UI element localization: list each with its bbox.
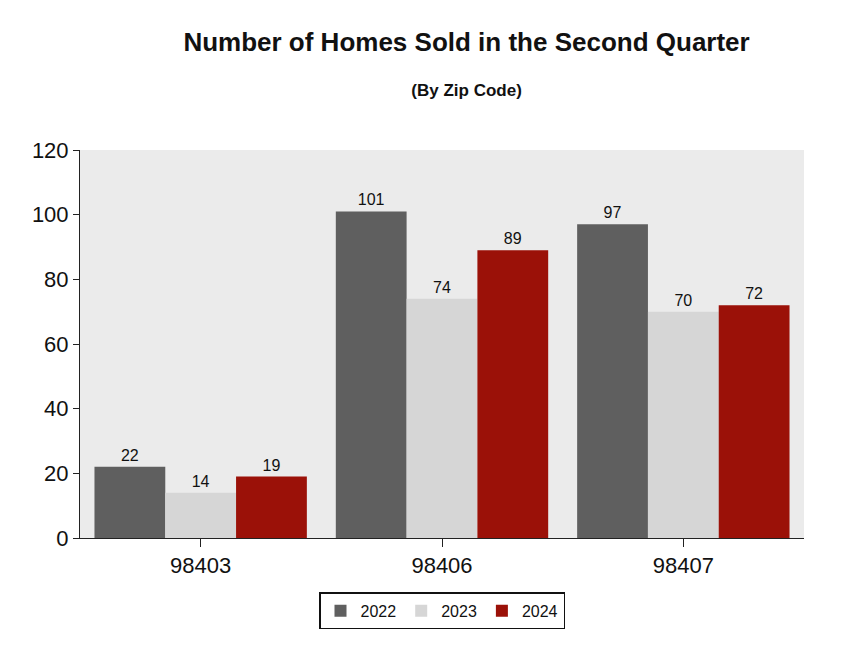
svg-text:101: 101 xyxy=(358,191,385,208)
svg-text:120: 120 xyxy=(32,138,69,163)
svg-text:98407: 98407 xyxy=(653,553,714,578)
svg-text:20: 20 xyxy=(44,461,68,486)
svg-text:19: 19 xyxy=(263,457,281,474)
svg-text:22: 22 xyxy=(121,447,139,464)
svg-text:2024: 2024 xyxy=(522,603,558,620)
svg-text:2022: 2022 xyxy=(361,603,397,620)
svg-text:80: 80 xyxy=(44,267,68,292)
svg-text:14: 14 xyxy=(192,473,210,490)
svg-text:2023: 2023 xyxy=(441,603,477,620)
svg-text:40: 40 xyxy=(44,396,68,421)
svg-text:97: 97 xyxy=(604,204,622,221)
svg-text:89: 89 xyxy=(504,230,522,247)
svg-text:60: 60 xyxy=(44,332,68,357)
svg-text:(By Zip Code): (By Zip Code) xyxy=(411,81,522,100)
svg-text:100: 100 xyxy=(32,202,69,227)
svg-text:0: 0 xyxy=(56,526,68,551)
svg-text:74: 74 xyxy=(433,279,451,296)
svg-text:98403: 98403 xyxy=(170,553,231,578)
svg-text:98406: 98406 xyxy=(411,553,472,578)
svg-text:70: 70 xyxy=(674,292,692,309)
svg-text:Number of Homes Sold in the Se: Number of Homes Sold in the Second Quart… xyxy=(183,27,749,57)
svg-text:72: 72 xyxy=(745,285,763,302)
